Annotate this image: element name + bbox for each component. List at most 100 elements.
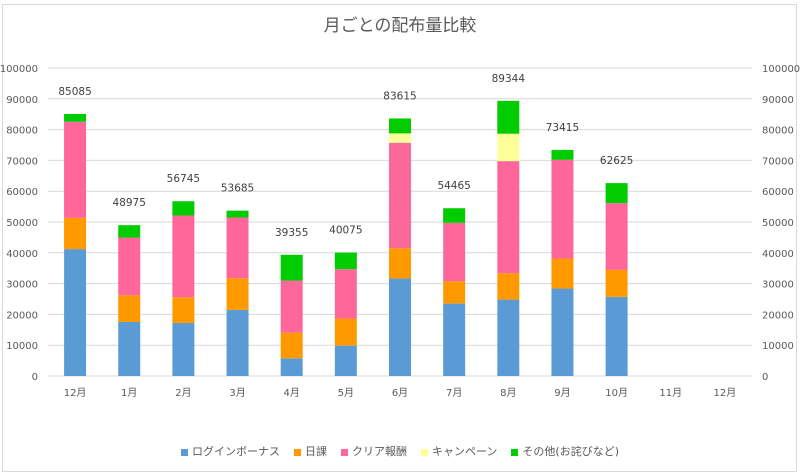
legend-swatch bbox=[340, 448, 348, 456]
y-tick-label-right: 10000 bbox=[762, 341, 794, 352]
bar-segment-5 bbox=[605, 183, 628, 204]
y-tick-label-right: 90000 bbox=[762, 95, 794, 106]
bar-segment-5 bbox=[172, 201, 195, 216]
bar-segment-2 bbox=[64, 217, 87, 250]
bar-segment-3 bbox=[551, 159, 574, 259]
bar-segment-2 bbox=[226, 278, 249, 310]
total-data-label: 56745 bbox=[167, 173, 200, 185]
x-tick-label: 6月 bbox=[392, 387, 408, 399]
total-data-label: 83615 bbox=[383, 90, 416, 102]
total-data-label: 53685 bbox=[221, 183, 254, 195]
y-tick-label-right: 60000 bbox=[762, 187, 794, 198]
legend-swatch bbox=[420, 448, 428, 456]
bar-segment-2 bbox=[551, 258, 574, 289]
legend-label: その他(お詫びなど) bbox=[522, 445, 620, 458]
legend: ログインボーナス 日課 クリア報酬 キャンペーン その他(お詫びなど) bbox=[0, 443, 800, 459]
legend-label: 日課 bbox=[304, 445, 327, 458]
x-tick-label: 12月 bbox=[714, 387, 737, 399]
bar-segment-1 bbox=[226, 309, 249, 376]
x-tick-label: 10月 bbox=[605, 387, 628, 399]
y-tick-label-left: 90000 bbox=[6, 95, 38, 106]
bar-segment-4 bbox=[389, 133, 411, 143]
bar-segment-3 bbox=[497, 161, 520, 274]
bar-segment-1 bbox=[64, 249, 87, 376]
bar-segment-3 bbox=[64, 121, 87, 218]
total-data-label: 85085 bbox=[58, 86, 91, 98]
y-tick-label-left: 0 bbox=[32, 372, 38, 383]
y-tick-label-right: 70000 bbox=[762, 156, 794, 167]
bar-segment-5 bbox=[551, 149, 574, 160]
bar-segment-2 bbox=[280, 332, 303, 359]
bar-segment-3 bbox=[389, 142, 411, 249]
y-tick-label-right: 50000 bbox=[762, 218, 794, 229]
bar-segment-5 bbox=[226, 210, 249, 218]
bar-segment-1 bbox=[605, 296, 628, 376]
y-tick-label-left: 40000 bbox=[6, 249, 38, 260]
legend-item: 日課 bbox=[293, 443, 327, 459]
bar-segment-4 bbox=[497, 133, 520, 162]
bar-segment-3 bbox=[172, 215, 195, 298]
bar-segment-2 bbox=[605, 269, 628, 297]
total-data-label: 54465 bbox=[437, 180, 470, 192]
bar-segment-2 bbox=[443, 281, 466, 304]
y-tick-label-left: 70000 bbox=[6, 156, 38, 167]
y-tick-label-left: 20000 bbox=[6, 310, 38, 321]
bar-segment-3 bbox=[226, 217, 249, 279]
total-data-label: 40075 bbox=[329, 225, 362, 237]
legend-item: ログインボーナス bbox=[180, 443, 280, 459]
total-data-label: 48975 bbox=[113, 197, 146, 209]
chart-title: 月ごとの配布量比較 bbox=[324, 16, 477, 36]
bar-segment-5 bbox=[280, 254, 303, 281]
y-tick-label-left: 100000 bbox=[0, 64, 38, 75]
total-data-label: 39355 bbox=[275, 227, 308, 239]
total-data-label: 62625 bbox=[600, 155, 633, 167]
legend-label: キャンペーン bbox=[431, 445, 498, 458]
legend-item: キャンペーン bbox=[420, 443, 498, 459]
legend-swatch bbox=[180, 448, 188, 456]
x-tick-label: 5月 bbox=[338, 387, 354, 399]
y-tick-label-right: 20000 bbox=[762, 310, 794, 321]
legend-label: ログインボーナス bbox=[191, 445, 280, 458]
bar-segment-3 bbox=[334, 269, 357, 319]
x-tick-label: 1月 bbox=[121, 387, 137, 399]
x-tick-label: 8月 bbox=[500, 387, 516, 399]
bar-segment-5 bbox=[443, 208, 466, 223]
bar-segment-1 bbox=[118, 321, 141, 376]
y-tick-label-right: 30000 bbox=[762, 280, 794, 291]
bar-segment-2 bbox=[172, 297, 195, 324]
y-tick-label-left: 50000 bbox=[6, 218, 38, 229]
legend-swatch bbox=[511, 448, 519, 456]
y-tick-label-right: 0 bbox=[762, 372, 768, 383]
y-tick-label-right: 80000 bbox=[762, 126, 794, 137]
legend-item: クリア報酬 bbox=[340, 443, 407, 459]
bar-segment-5 bbox=[118, 225, 141, 238]
bar-segment-1 bbox=[551, 288, 574, 376]
bar-segment-1 bbox=[172, 323, 195, 376]
y-tick-label-right: 100000 bbox=[762, 64, 800, 75]
bar-segment-1 bbox=[443, 303, 466, 376]
bar-segment-3 bbox=[280, 280, 303, 333]
bar-segment-2 bbox=[334, 318, 357, 346]
x-tick-label: 4月 bbox=[284, 387, 300, 399]
y-tick-label-right: 40000 bbox=[762, 249, 794, 260]
bar-segment-2 bbox=[389, 248, 411, 279]
bar-segment-5 bbox=[64, 113, 87, 122]
bar-segment-1 bbox=[334, 345, 357, 376]
bar-segment-5 bbox=[389, 118, 411, 134]
legend-swatch bbox=[293, 448, 301, 456]
x-tick-label: 9月 bbox=[554, 387, 570, 399]
total-data-label: 73415 bbox=[546, 122, 579, 134]
x-tick-label: 2月 bbox=[175, 387, 191, 399]
bar-segment-3 bbox=[605, 203, 628, 270]
y-tick-label-left: 30000 bbox=[6, 280, 38, 291]
bar-segment-2 bbox=[118, 295, 141, 322]
bar-segment-1 bbox=[280, 358, 303, 376]
bar-segment-3 bbox=[443, 222, 466, 282]
y-tick-label-left: 60000 bbox=[6, 187, 38, 198]
bar-segment-1 bbox=[497, 299, 520, 376]
bar-segment-5 bbox=[497, 100, 520, 134]
x-tick-label: 3月 bbox=[229, 387, 245, 399]
x-tick-label: 11月 bbox=[659, 387, 682, 399]
bar-segment-5 bbox=[334, 252, 357, 270]
